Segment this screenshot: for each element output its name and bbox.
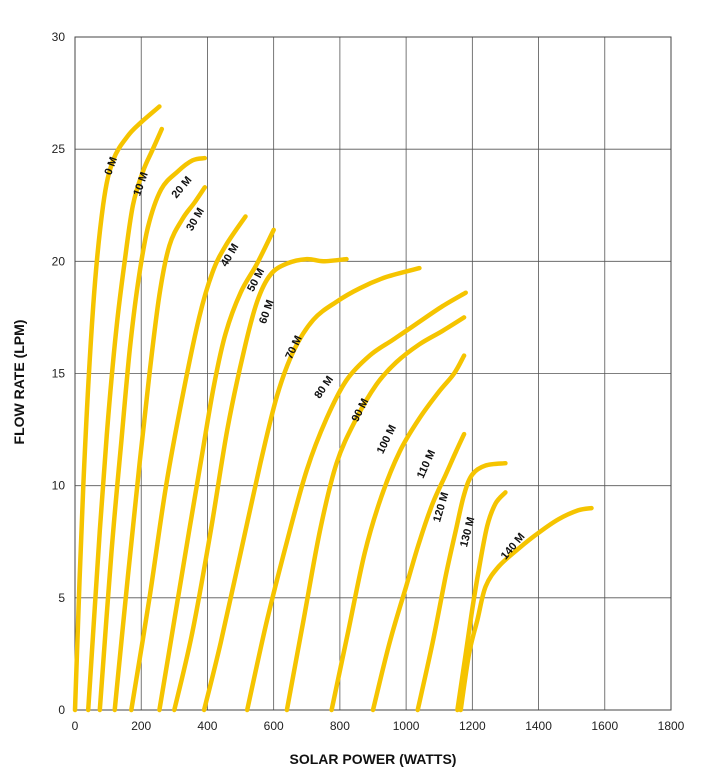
x-tick-label: 1800 — [658, 719, 685, 733]
x-axis-label: SOLAR POWER (WATTS) — [290, 751, 457, 767]
curve-30m — [112, 185, 208, 713]
y-axis-label: FLOW RATE (LPM) — [11, 320, 27, 445]
x-tick-label: 1200 — [459, 719, 486, 733]
curve-110m — [370, 431, 467, 713]
curve-label-0m: 0 M — [103, 155, 120, 176]
x-tick-label: 800 — [330, 719, 350, 733]
curve-80m — [244, 290, 468, 713]
curve-label-100m: 100 M — [375, 423, 399, 456]
curve-90m — [284, 315, 467, 713]
x-tick-label: 600 — [264, 719, 284, 733]
curve-label-110m: 110 M — [415, 448, 438, 480]
x-tick-label: 200 — [131, 719, 151, 733]
curve-0m — [72, 104, 162, 713]
curve-100m — [329, 353, 467, 713]
x-tick-label: 0 — [72, 719, 79, 733]
x-tick-label: 1000 — [393, 719, 420, 733]
curve-label-130m: 130 M — [458, 516, 477, 549]
x-axis-ticks: 0 200 400 600 800 1000 1200 1400 1600 1800 — [72, 719, 685, 733]
curve-label-80m: 80 M — [312, 374, 336, 401]
curve-120m — [415, 460, 508, 713]
y-axis-ticks: 0 5 10 15 20 25 30 — [52, 30, 66, 717]
flow-curves: 0 M10 M 20 M30 M40 M50 M60 M70 M80 M90 M1… — [72, 104, 594, 713]
y-tick-label: 25 — [52, 142, 66, 156]
x-tick-label: 1400 — [525, 719, 552, 733]
y-tick-label: 20 — [52, 254, 66, 268]
y-tick-label: 5 — [58, 591, 65, 605]
curve-label-40m: 40 M — [219, 242, 242, 269]
y-tick-label: 15 — [52, 367, 66, 381]
y-tick-label: 0 — [58, 703, 65, 717]
curve-10m — [85, 126, 165, 713]
curve-140m — [458, 505, 594, 713]
curve-130m — [455, 490, 508, 713]
curve-70m — [201, 265, 422, 713]
curve-20m — [97, 155, 208, 713]
y-tick-label: 10 — [52, 479, 66, 493]
curve-60m — [172, 256, 349, 713]
curve-label-10m: 10 M — [131, 171, 150, 198]
y-tick-label: 30 — [52, 30, 66, 44]
grid-lines — [74, 36, 672, 711]
curve-label-70m: 70 M — [283, 334, 304, 361]
curve-40m — [129, 214, 248, 713]
curve-50m — [157, 227, 276, 713]
x-tick-label: 1600 — [591, 719, 618, 733]
x-tick-label: 400 — [197, 719, 217, 733]
curve-label-90m: 90 M — [350, 397, 372, 424]
